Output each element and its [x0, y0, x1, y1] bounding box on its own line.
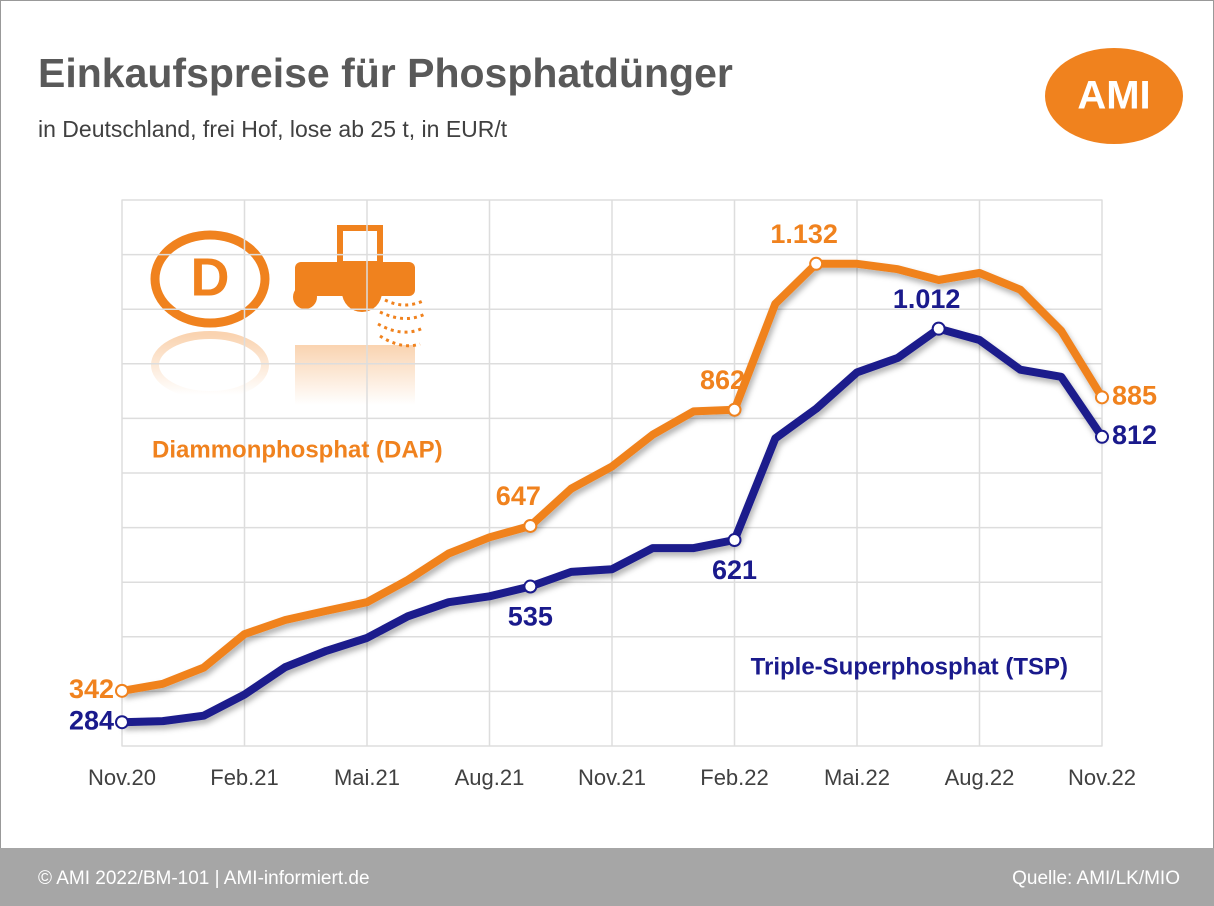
x-tick-label: Feb.21: [210, 765, 279, 790]
point-marker: [524, 520, 536, 532]
point-marker: [729, 534, 741, 546]
x-tick-label: Aug.22: [945, 765, 1015, 790]
logo: AMI: [1077, 74, 1150, 118]
data-label: 284: [69, 705, 114, 735]
footer-left: © AMI 2022/BM-101 | AMI-informiert.de: [38, 868, 370, 889]
x-tick-label: Nov.21: [578, 765, 646, 790]
data-label: 812: [1112, 420, 1157, 450]
point-marker: [116, 716, 128, 728]
point-marker: [1096, 431, 1108, 443]
point-marker: [729, 404, 741, 416]
legend-label: Diammonphosphat (DAP): [152, 436, 443, 463]
data-label: 647: [496, 481, 541, 511]
footer-right: Quelle: AMI/LK/MIO: [1012, 868, 1180, 889]
icon-letter: D: [191, 247, 230, 307]
point-marker: [524, 581, 536, 593]
data-label: 1.132: [770, 219, 838, 249]
point-marker: [933, 323, 945, 335]
chart-title: Einkaufspreise für Phosphatdünger: [38, 50, 733, 96]
x-tick-label: Feb.22: [700, 765, 769, 790]
data-label: 862: [700, 365, 745, 395]
data-label: 1.012: [893, 284, 961, 314]
data-label: 535: [508, 602, 553, 632]
x-tick-label: Nov.22: [1068, 765, 1136, 790]
legend-label: Triple-Superphosphat (TSP): [751, 653, 1068, 680]
x-tick-label: Mai.22: [824, 765, 890, 790]
x-tick-label: Nov.20: [88, 765, 156, 790]
point-marker: [1096, 391, 1108, 403]
chart: Einkaufspreise für Phosphatdünger in Deu…: [0, 0, 1214, 906]
data-label: 885: [1112, 380, 1157, 410]
data-label: 342: [69, 674, 114, 704]
x-tick-label: Mai.21: [334, 765, 400, 790]
point-marker: [810, 258, 822, 270]
x-tick-label: Aug.21: [455, 765, 525, 790]
subtitle: in Deutschland, frei Hof, lose ab 25 t, …: [38, 116, 508, 142]
point-marker: [116, 685, 128, 697]
data-label: 621: [712, 555, 757, 585]
